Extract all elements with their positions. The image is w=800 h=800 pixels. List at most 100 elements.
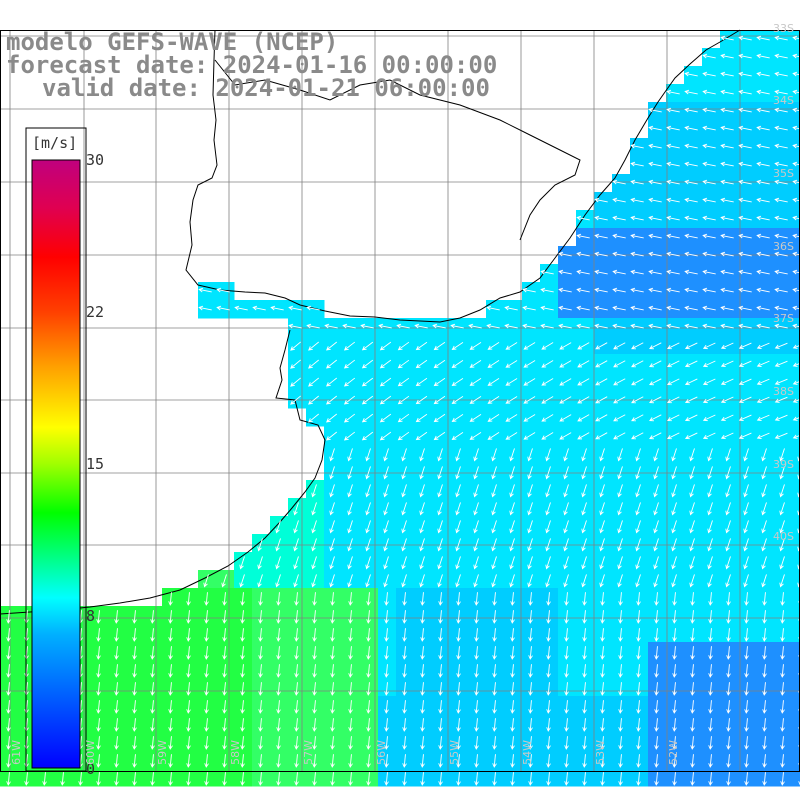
wind-arrow	[456, 700, 461, 714]
wind-arrow	[648, 215, 662, 221]
wind-arrow	[649, 414, 662, 422]
wind-arrow	[114, 736, 119, 750]
wind-arrow	[666, 125, 680, 131]
lon-label-61w: 61W	[10, 740, 23, 765]
wind-arrow	[455, 484, 461, 498]
wind-arrow	[6, 682, 11, 696]
wind-arrow	[329, 520, 335, 534]
wind-arrow	[702, 197, 716, 203]
lat-label-33s: 33S	[773, 22, 794, 35]
wind-arrow	[545, 448, 551, 462]
wind-arrow	[42, 772, 47, 786]
wind-arrow	[636, 628, 641, 642]
wind-arrow	[330, 682, 335, 696]
wind-arrow	[330, 736, 335, 750]
wind-arrow	[276, 718, 281, 732]
wind-arrow	[204, 664, 209, 678]
wind-arrow	[576, 251, 590, 257]
wind-arrow	[654, 646, 659, 660]
wind-arrow	[510, 718, 515, 732]
wind-arrow	[258, 754, 263, 768]
wind-arrow	[762, 610, 767, 624]
title-model: modelo GEFS-WAVE (NCEP)	[6, 28, 339, 56]
wind-arrow	[648, 107, 662, 113]
wind-arrow	[546, 754, 551, 768]
wind-arrow	[617, 466, 623, 480]
wind-arrow	[239, 556, 245, 570]
wind-arrow	[132, 628, 137, 642]
wind-arrow	[216, 287, 230, 293]
wind-arrow	[456, 772, 461, 786]
wind-arrow	[366, 610, 371, 624]
wind-arrow	[383, 538, 389, 552]
field-cell	[792, 570, 800, 589]
wind-arrow	[383, 502, 389, 516]
wind-arrow	[275, 556, 281, 570]
wind-arrow	[635, 574, 641, 588]
wind-arrow	[114, 718, 119, 732]
field-cell	[792, 480, 800, 499]
wind-arrow	[743, 502, 749, 516]
wind-arrow	[420, 718, 425, 732]
wind-arrow	[186, 610, 191, 624]
wind-arrow	[348, 700, 353, 714]
wind-arrow	[726, 736, 731, 750]
wind-arrow	[707, 466, 713, 480]
wind-arrow	[492, 682, 497, 696]
wind-arrow	[347, 448, 353, 462]
wind-arrow	[635, 466, 641, 480]
wind-arrow	[576, 287, 590, 293]
wind-arrow	[744, 664, 749, 678]
wind-arrow	[744, 646, 749, 660]
wind-arrow	[708, 610, 713, 624]
wind-arrow	[684, 197, 698, 203]
wind-arrow	[312, 718, 317, 732]
wind-arrow	[690, 700, 695, 714]
wind-arrow	[186, 736, 191, 750]
wind-arrow	[779, 538, 785, 552]
wind-arrow	[774, 432, 788, 439]
wind-arrow	[347, 538, 353, 552]
wind-arrow	[456, 592, 461, 606]
wind-arrow	[438, 772, 443, 786]
wind-arrow	[780, 610, 785, 624]
wind-arrow	[618, 772, 623, 786]
wind-arrow	[774, 233, 788, 239]
wind-arrow	[666, 342, 680, 350]
wind-arrow	[636, 772, 641, 786]
wind-arrow	[744, 628, 749, 642]
wind-arrow	[491, 520, 497, 534]
wind-arrow	[613, 396, 626, 404]
wind-arrow	[762, 772, 767, 786]
wind-arrow	[780, 592, 785, 606]
wind-arrow	[329, 484, 335, 498]
wind-arrow	[631, 342, 644, 350]
wind-arrow	[708, 646, 713, 660]
wind-arrow	[738, 125, 752, 131]
wind-arrow	[582, 700, 587, 714]
wind-arrow	[419, 502, 425, 516]
wind-arrow	[594, 287, 608, 293]
wind-arrow	[308, 413, 320, 423]
wind-arrow	[420, 754, 425, 768]
wind-arrow	[6, 700, 11, 714]
wind-arrow	[240, 664, 245, 678]
wind-arrow	[541, 360, 554, 368]
colorbar-tick-30: 30	[86, 151, 105, 169]
wind-arrow	[402, 736, 407, 750]
wind-arrow	[708, 628, 713, 642]
wind-arrow	[617, 556, 623, 570]
wind-arrow	[366, 646, 371, 660]
wind-arrow	[330, 610, 335, 624]
wind-arrow	[541, 414, 554, 422]
wind-arrow	[756, 378, 770, 385]
wind-arrow	[720, 269, 734, 275]
wind-arrow	[312, 628, 317, 642]
wind-arrow	[707, 556, 713, 570]
wind-arrow	[541, 432, 554, 440]
wind-arrow	[240, 592, 245, 606]
wind-arrow	[293, 520, 299, 534]
wind-arrow	[396, 323, 410, 329]
wind-arrow	[726, 628, 731, 642]
wind-arrow	[774, 107, 788, 113]
